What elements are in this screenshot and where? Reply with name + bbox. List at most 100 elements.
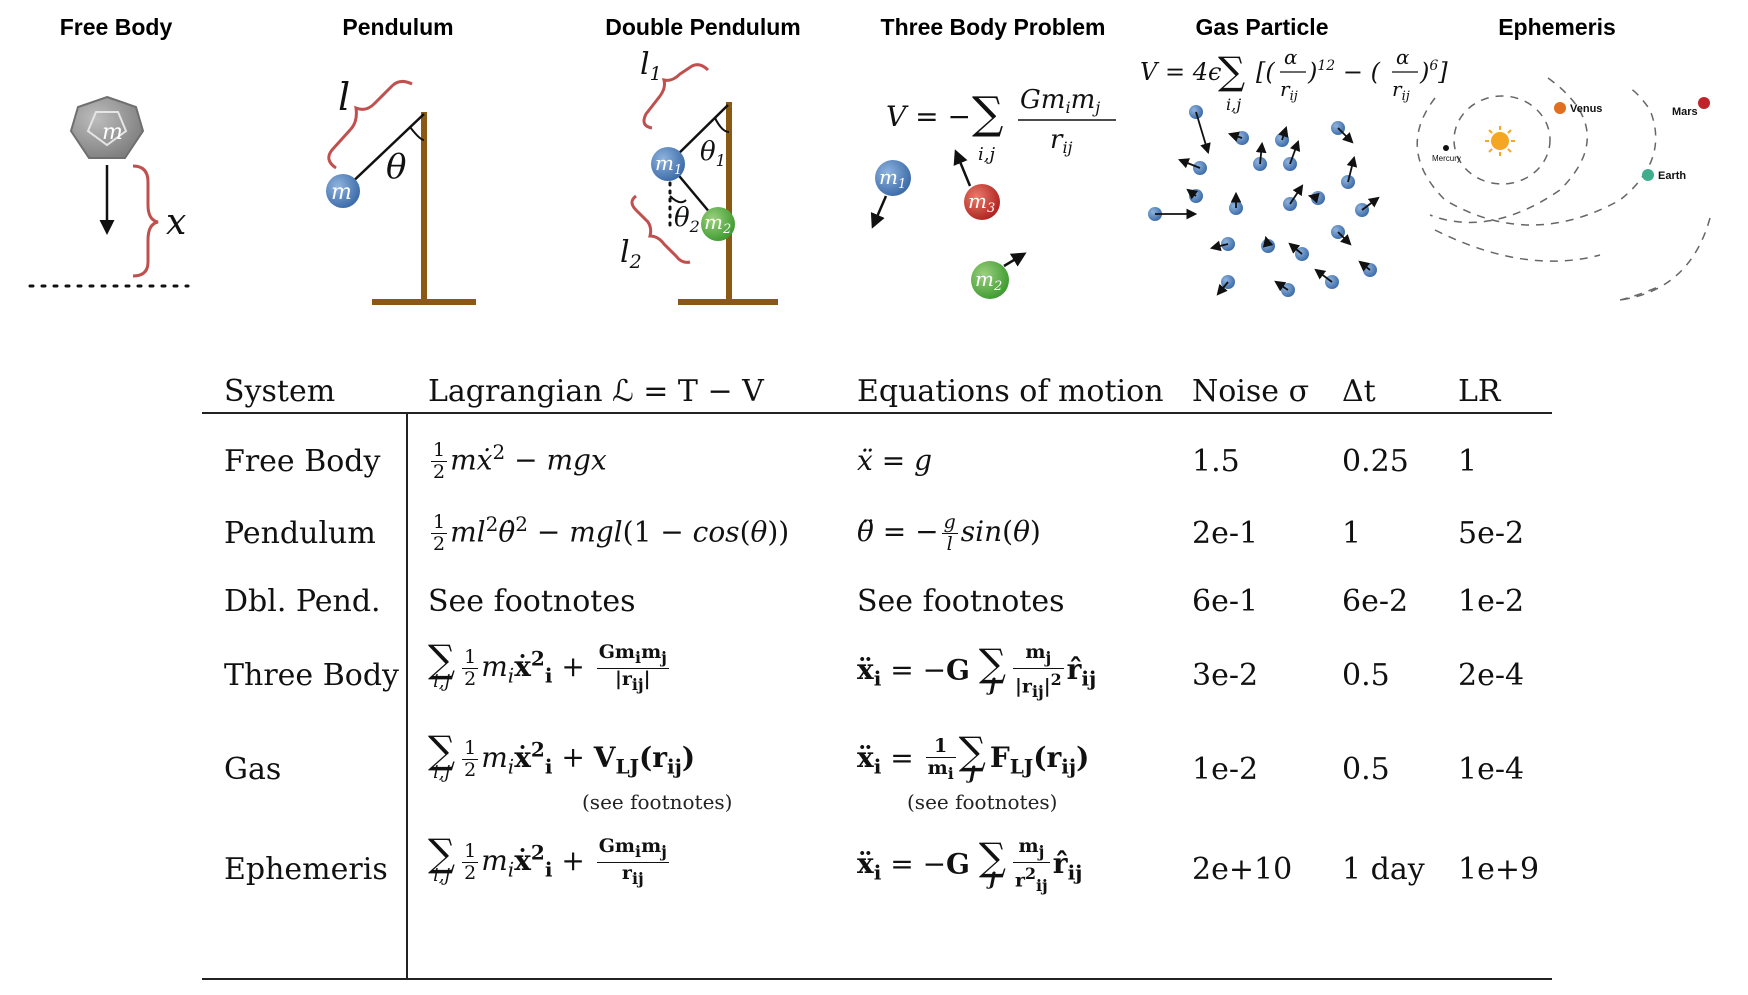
row-eom-ephemeris: ẍi = −G ∑ j mj r2ij r̂ij: [857, 834, 1083, 895]
header-rule: [202, 412, 1552, 414]
row-system-free-body: Free Body: [224, 444, 381, 479]
row-dt-free-body: 0.25: [1342, 444, 1409, 479]
panel-title-free-body: Free Body: [59, 14, 173, 40]
theta1-label: θ1: [700, 137, 726, 170]
body-m2: [971, 261, 1009, 299]
svg-text:Gmimj: Gmimj: [1020, 85, 1100, 117]
earth-icon: [1642, 169, 1654, 181]
row-noise-pendulum: 2e-1: [1192, 516, 1259, 551]
gas-velocity-arrow-15: [1262, 235, 1274, 248]
three-body-diagram: V = − ∑ i,j Gmimj rij m1 m3 m2: [870, 85, 1116, 299]
free-body-diagram: m x: [28, 95, 190, 288]
row-lagrangian-ephemeris: ∑ i,j 1 2 miẋ2i + Gmimj rij: [428, 831, 669, 888]
pendulum-rod: [345, 113, 425, 189]
body-m1: [875, 160, 911, 196]
row-dt-ephemeris: 1 day: [1342, 852, 1425, 887]
gas-lagrangian-footnote: (see footnotes): [582, 790, 733, 814]
panel-title-double-pendulum: Double Pendulum: [605, 14, 801, 40]
header-lagrangian: Lagrangian ℒ = T − V: [428, 374, 764, 409]
svg-text:α: α: [1284, 45, 1298, 69]
free-body-x-label: x: [166, 202, 186, 243]
free-body-mass-label: m: [102, 120, 123, 145]
row-eom-three-body: ẍi = −G ∑ j mj |rij|2 r̂ij: [857, 640, 1097, 701]
pendulum-bob-label: m: [331, 180, 352, 205]
gas-eom-footnote: (see footnotes): [907, 790, 1058, 814]
svg-text:)6]: )6]: [1419, 58, 1448, 86]
row-eom-free-body: ẍ = g: [857, 444, 932, 477]
sun-icon: [1491, 132, 1509, 150]
gas-velocity-arrow-1: [1227, 131, 1243, 142]
mars-icon: [1698, 97, 1710, 109]
panel-title-pendulum: Pendulum: [342, 14, 454, 40]
gas-velocity-arrow-21: [1216, 281, 1229, 296]
body-m3: [964, 184, 1000, 220]
dodecahedron-mass-icon: [69, 95, 145, 159]
svg-text:[(: [(: [1256, 58, 1275, 86]
svg-text:i,j: i,j: [978, 144, 995, 165]
mercury-label: Mercury: [1432, 154, 1461, 163]
bob-m2-label: m2: [704, 210, 731, 237]
l1-label: l1: [640, 47, 662, 85]
gas-particle-diagram: V = 4ϵ ∑ i,j [( α rij )12 − ( α rij )6]: [1140, 45, 1448, 297]
brace-x-icon: [132, 164, 159, 278]
panel-title-ephemeris: Ephemeris: [1498, 14, 1616, 40]
earth-label: Earth: [1658, 170, 1686, 182]
row-lagrangian-double-pendulum: See footnotes: [428, 584, 636, 619]
row-lr-double-pendulum: 1e-2: [1458, 584, 1525, 619]
gas-velocity-arrow-6: [1337, 127, 1354, 144]
row-eom-gas: ẍi = 1 mi ∑ j FLJ(rij): [857, 728, 1090, 784]
row-dt-gas: 0.5: [1342, 752, 1390, 787]
row-system-ephemeris: Ephemeris: [224, 852, 388, 887]
svg-text:rij: rij: [1280, 77, 1298, 104]
double-pendulum-diagram: θ1 θ2 m1 m2 l1 l2: [620, 47, 778, 305]
row-eom-double-pendulum: See footnotes: [857, 584, 1065, 619]
row-lr-three-body: 2e-4: [1458, 658, 1525, 693]
diagram-canvas: m x θ m l θ1 θ2: [28, 45, 1711, 305]
row-lagrangian-gas: ∑ i,j 1 2 miẋ2i + VLJ(rij): [428, 728, 696, 783]
svg-text:α: α: [1396, 45, 1410, 69]
bob-m1: [651, 147, 685, 181]
brace-l-icon: [327, 79, 413, 170]
theta2-label: θ2: [674, 203, 700, 236]
brace-l2-icon: [630, 194, 691, 264]
gas-velocity-arrow-12: [1361, 196, 1380, 211]
row-lr-pendulum: 5e-2: [1458, 516, 1525, 551]
gas-velocity-arrow-8: [1186, 188, 1199, 200]
bob-m2: [701, 207, 735, 241]
row-dt-three-body: 0.5: [1342, 658, 1390, 693]
gas-velocity-arrow-18: [1358, 260, 1371, 272]
row-system-gas: Gas: [224, 752, 282, 787]
svg-text:i,j: i,j: [1226, 95, 1241, 114]
row-system-double-pendulum: Dbl. Pend.: [224, 584, 381, 619]
gas-velocity-arrow-3: [1255, 141, 1267, 165]
svg-text:rij: rij: [1050, 125, 1073, 157]
panel-title-gas-particle: Gas Particle: [1195, 14, 1329, 40]
row-noise-gas: 1e-2: [1192, 752, 1259, 787]
row-lagrangian-free-body: 1 2 mẋ2 − mgx: [431, 439, 607, 484]
physics-systems-figure: Free Body Pendulum Double Pendulum Three…: [0, 0, 1748, 330]
gas-velocity-arrow-5: [1177, 158, 1201, 169]
svg-text:rij: rij: [1392, 77, 1410, 104]
column-rule: [406, 414, 408, 980]
row-noise-double-pendulum: 6e-1: [1192, 584, 1259, 619]
ephemeris-diagram: Mercury Venus Earth Mars: [1416, 77, 1711, 301]
svg-text:m3: m3: [968, 189, 995, 216]
row-lr-free-body: 1: [1458, 444, 1478, 479]
row-lr-ephemeris: 1e+9: [1458, 852, 1540, 887]
panel-title-three-body: Three Body Problem: [880, 14, 1106, 40]
gas-velocity-arrow-17: [1337, 231, 1352, 246]
pendulum-diagram: θ m l: [326, 75, 476, 305]
bob-m1-label: m1: [655, 151, 682, 178]
gas-particles: [1148, 105, 1380, 297]
svg-text:m2: m2: [975, 267, 1002, 294]
gas-velocity-arrow-7: [1346, 155, 1358, 183]
gas-velocity-arrow-2: [1278, 125, 1289, 141]
pendulum-theta-label: θ: [386, 147, 406, 187]
venus-label: Venus: [1570, 103, 1602, 115]
row-system-three-body: Three Body: [224, 658, 399, 693]
pendulum-l-label: l: [338, 75, 350, 119]
gas-velocity-arrow-10: [1289, 184, 1304, 205]
row-noise-three-body: 3e-2: [1192, 658, 1259, 693]
header-noise: Noise σ: [1192, 374, 1310, 409]
physics-table: System Lagrangian ℒ = T − V Equations of…: [202, 372, 1552, 984]
